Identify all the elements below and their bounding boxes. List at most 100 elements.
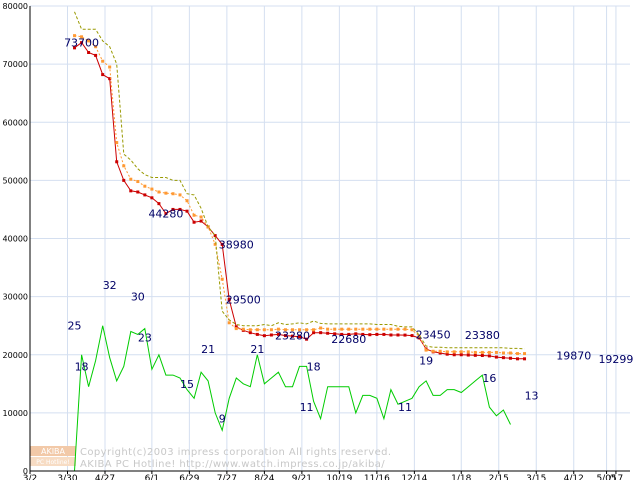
- watermark-logo-top: AKIBA: [41, 447, 66, 456]
- series-point: [417, 334, 421, 338]
- series-point: [389, 333, 393, 337]
- series-point: [473, 353, 477, 357]
- series-3: [67, 325, 511, 472]
- data-label: 19299: [598, 353, 633, 366]
- series-point: [516, 357, 519, 361]
- series-point: [333, 327, 337, 331]
- series-point: [220, 242, 224, 246]
- series-point: [115, 141, 119, 145]
- series-point: [361, 332, 365, 336]
- series-point: [333, 332, 337, 336]
- series-point: [340, 327, 344, 331]
- series-point: [136, 180, 140, 184]
- data-label: 21: [201, 343, 215, 356]
- y-tick-label: 30000: [3, 293, 28, 302]
- series-point: [115, 160, 119, 164]
- series-1: [73, 34, 527, 356]
- series-point: [87, 51, 91, 54]
- series-point: [234, 325, 238, 329]
- series-point: [80, 41, 84, 45]
- y-tick-label: 40000: [3, 235, 28, 244]
- data-label: 73700: [64, 37, 99, 50]
- series-point: [354, 327, 358, 331]
- data-label: 15: [180, 378, 194, 391]
- data-label: 21: [250, 343, 264, 356]
- series-point: [523, 357, 527, 361]
- series-point: [178, 193, 182, 197]
- watermark-copyright: Copyright(c)2003 impress corporation All…: [80, 447, 391, 458]
- x-tick-label: 12/14: [401, 474, 427, 480]
- data-label: 44280: [148, 208, 183, 221]
- data-label: 29500: [226, 294, 261, 307]
- series-point: [354, 332, 358, 336]
- series-line: [67, 325, 511, 472]
- series-point: [326, 327, 330, 331]
- series-point: [87, 39, 91, 43]
- series-point: [452, 353, 456, 357]
- series-point: [108, 77, 112, 81]
- series-point: [501, 356, 505, 360]
- series-point: [305, 328, 309, 332]
- data-label: 9: [219, 413, 226, 426]
- data-label: 11: [398, 401, 412, 414]
- series-point: [80, 35, 84, 39]
- series-point: [276, 332, 280, 336]
- data-label: 18: [75, 360, 89, 373]
- series-point: [171, 192, 175, 196]
- watermark-url: AKIBA PC Hotline! http://www.watch.impre…: [80, 459, 385, 470]
- series-point: [312, 331, 316, 335]
- series-point: [129, 177, 133, 181]
- data-label: 19870: [556, 350, 591, 363]
- x-tick-label: 2/15: [489, 474, 509, 480]
- series-point: [199, 215, 203, 219]
- series-point: [494, 350, 498, 354]
- series-line: [74, 11, 525, 350]
- watermark-logo-top-box: [30, 446, 76, 456]
- y-tick-label: 70000: [3, 60, 28, 69]
- series-point: [108, 65, 112, 69]
- series-point: [262, 334, 266, 338]
- series-point: [101, 59, 105, 63]
- series-point: [94, 53, 98, 57]
- series-point: [480, 350, 484, 354]
- series-point: [508, 356, 512, 360]
- axes: 0 10000 20000 30000 40000 50000 60000 70000 8000…: [3, 2, 630, 484]
- data-label: 11: [300, 401, 314, 414]
- series-point: [255, 332, 259, 336]
- series-point: [185, 199, 189, 203]
- series-point: [164, 191, 168, 195]
- series-point: [396, 333, 400, 337]
- series-point: [375, 332, 379, 336]
- series-point: [143, 184, 147, 188]
- series-point: [431, 349, 435, 353]
- series-point: [73, 34, 77, 38]
- data-label: 23280: [275, 330, 310, 343]
- series-point: [192, 220, 196, 224]
- series-point: [276, 327, 280, 331]
- x-tick-label: 1/18: [451, 474, 471, 480]
- series-point: [473, 350, 477, 354]
- series-point: [340, 332, 344, 336]
- series-point: [445, 350, 449, 354]
- x-tick-label: 10/19: [326, 474, 352, 480]
- series-point: [494, 355, 498, 359]
- series-point: [382, 327, 386, 331]
- series-point: [347, 332, 351, 336]
- series-point: [438, 351, 442, 355]
- series-point: [150, 196, 154, 200]
- series-point: [248, 328, 252, 332]
- series-point: [375, 327, 379, 331]
- x-tick-label: 8/24: [254, 474, 274, 480]
- data-label: 23380: [465, 329, 500, 342]
- series-point: [192, 213, 196, 217]
- data-label: 25: [68, 320, 82, 333]
- series-point: [410, 334, 414, 338]
- series-point: [410, 328, 414, 332]
- series-point: [480, 354, 484, 358]
- series-point: [396, 327, 400, 331]
- series-point: [487, 350, 491, 354]
- series-point: [508, 351, 512, 355]
- data-label: 23450: [416, 329, 451, 342]
- series-point: [347, 327, 351, 331]
